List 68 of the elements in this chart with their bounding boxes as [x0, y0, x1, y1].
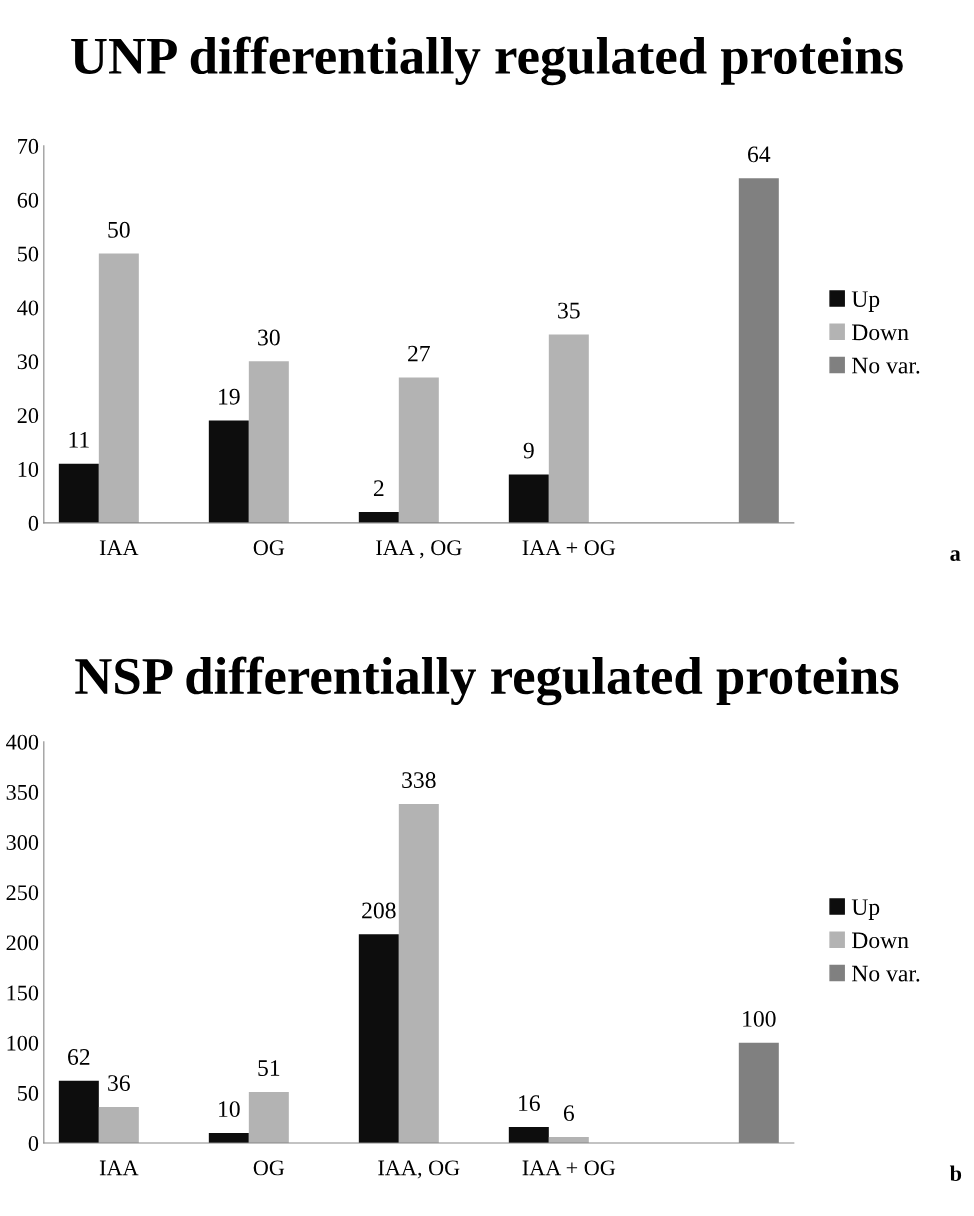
data-label: 16 [519, 1095, 540, 1112]
y-tick-label: 60 [17, 192, 39, 208]
data-label: 100 [743, 1010, 776, 1027]
bar [358, 934, 399, 1144]
y-tick-label: 400 [6, 734, 39, 750]
x-tick-label: IAA + OG [522, 540, 616, 556]
y-tick-label: 200 [6, 935, 39, 951]
y-tick-label: 40 [17, 300, 39, 316]
legend-label: Down [851, 932, 909, 949]
y-tick-label: 70 [18, 138, 39, 154]
data-label: 6 [563, 1105, 575, 1122]
data-label: 27 [408, 345, 430, 362]
chart-title: NSP differentially regulated proteins [75, 656, 899, 706]
data-label: 338 [402, 772, 436, 789]
bar [548, 334, 589, 523]
y-tick-label: 0 [28, 515, 39, 531]
bar [98, 253, 139, 523]
data-label: 50 [108, 221, 130, 238]
x-tick-label: IAA, OG [378, 1160, 460, 1179]
data-label: 30 [258, 329, 280, 346]
legend-label: Down [851, 324, 909, 341]
bar [248, 361, 289, 523]
y-tick-label: 100 [7, 1035, 39, 1051]
data-label: 36 [108, 1075, 130, 1092]
text: a [950, 550, 961, 561]
bar [508, 1126, 549, 1144]
y-tick-label: 0 [28, 1135, 39, 1151]
y-tick-label: 20 [17, 408, 39, 424]
bar [398, 803, 439, 1144]
x-tick-label: OG [253, 1160, 285, 1176]
bar [58, 463, 99, 523]
data-label: 19 [219, 388, 240, 405]
y-tick-label: 50 [18, 1085, 39, 1101]
bar [208, 420, 249, 523]
data-label: 64 [748, 146, 771, 163]
legend-label: No var. [851, 357, 920, 374]
data-label: 9 [523, 442, 534, 459]
y-tick-label: 300 [6, 835, 39, 851]
x-tick-label: IAA , OG [376, 540, 462, 559]
legend-label: Up [851, 291, 880, 312]
data-label: 35 [558, 302, 580, 319]
x-tick-label: IAA + OG [522, 1160, 616, 1176]
y-tick-label: 10 [18, 461, 39, 477]
data-label: 10 [219, 1101, 240, 1118]
bar [358, 512, 399, 523]
bar [508, 474, 549, 523]
x-tick-label: IAA [99, 1160, 139, 1176]
y-tick-label: 150 [7, 985, 39, 1001]
chart-title: UNP differentially regulated proteins [71, 36, 903, 86]
bar [98, 1106, 139, 1144]
legend-label: Up [851, 899, 880, 920]
bar [208, 1133, 249, 1144]
data-label: 2 [373, 480, 384, 496]
text: b [949, 1165, 962, 1182]
bar [398, 377, 439, 523]
data-label: 51 [258, 1060, 280, 1076]
x-tick-label: OG [253, 540, 285, 556]
bar [58, 1080, 99, 1144]
y-tick-label: 50 [18, 246, 39, 262]
data-label: 62 [68, 1049, 90, 1065]
bar [248, 1091, 289, 1144]
x-tick-label: IAA [99, 540, 139, 555]
legend-label: No var. [851, 965, 920, 982]
y-tick-label: 350 [6, 784, 39, 800]
y-tick-label: 30 [17, 354, 39, 370]
y-tick-label: 250 [6, 885, 39, 901]
data-label: 11 [69, 431, 89, 448]
data-label: 208 [362, 902, 396, 919]
